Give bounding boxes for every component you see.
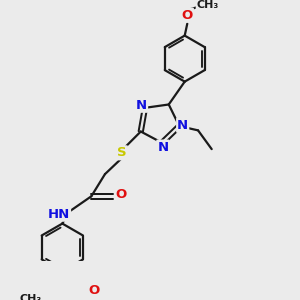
- Text: N: N: [157, 141, 168, 154]
- Text: N: N: [136, 99, 147, 112]
- Text: N: N: [177, 119, 188, 132]
- Text: S: S: [117, 146, 127, 159]
- Text: O: O: [88, 284, 100, 297]
- Text: O: O: [116, 188, 127, 201]
- Text: O: O: [182, 9, 193, 22]
- Text: CH₃: CH₃: [20, 294, 42, 300]
- Text: HN: HN: [48, 208, 70, 221]
- Text: CH₃: CH₃: [196, 0, 219, 10]
